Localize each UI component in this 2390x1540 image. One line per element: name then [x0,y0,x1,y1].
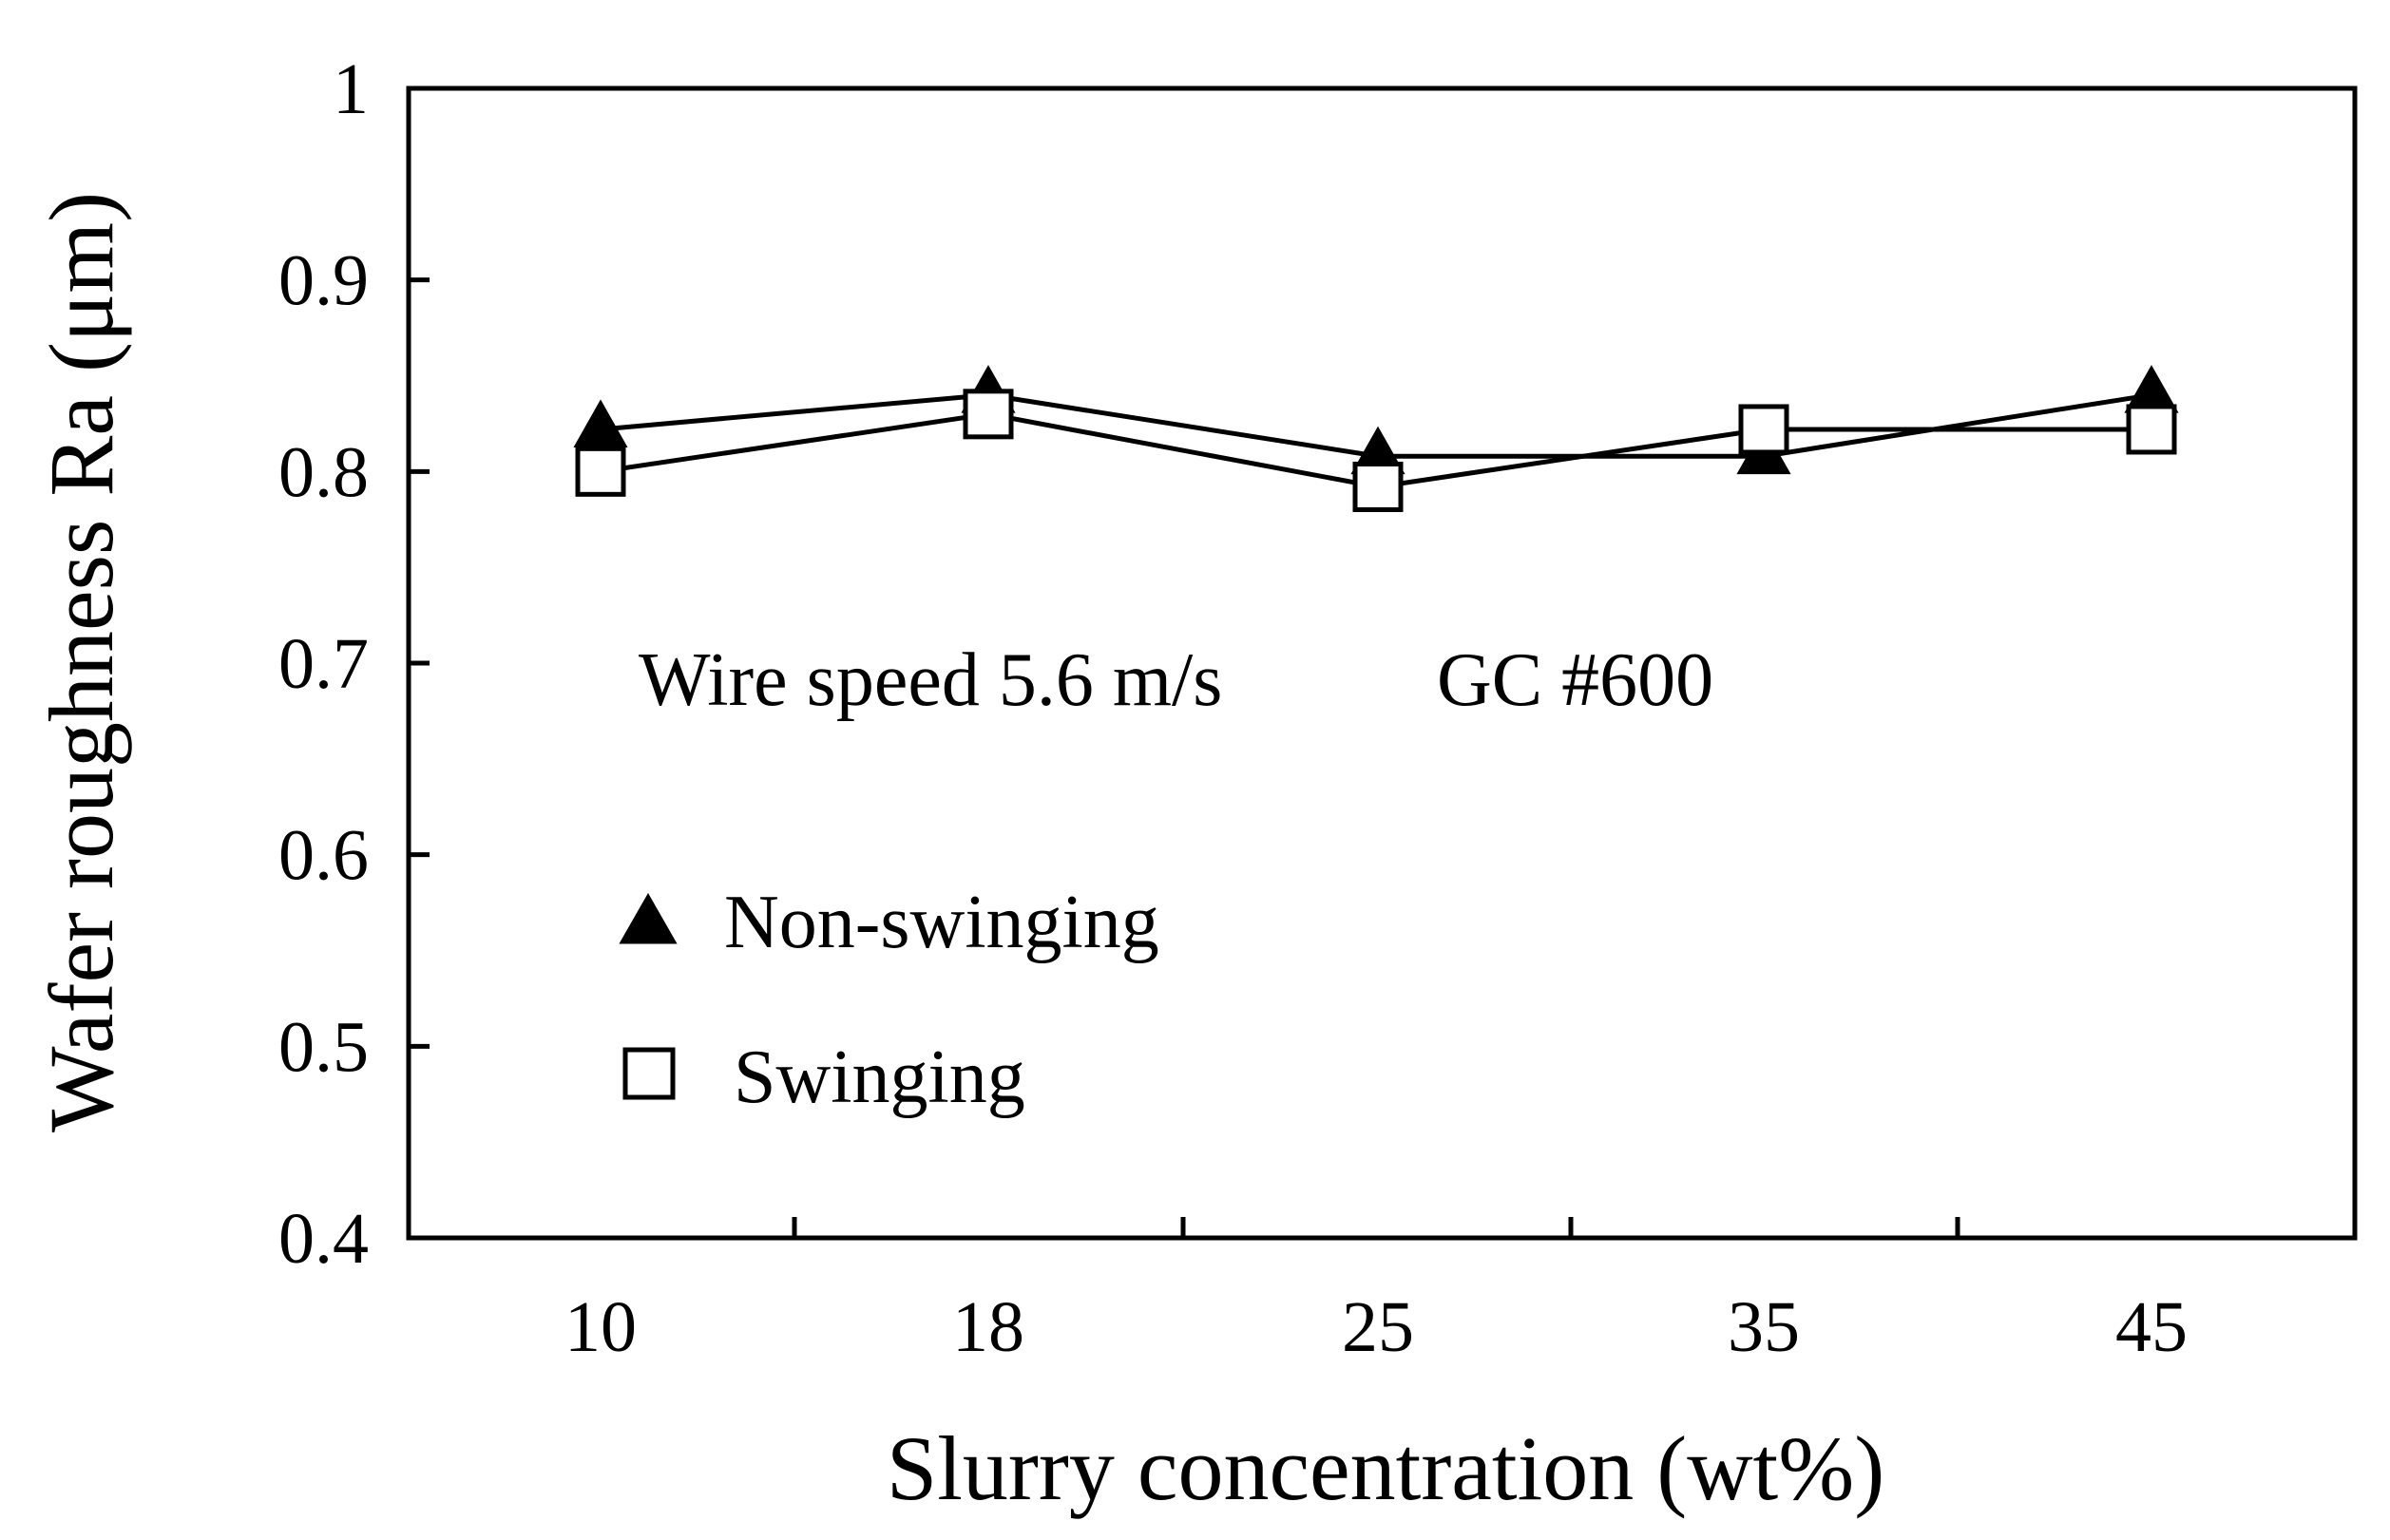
y-tick-label: 0.6 [278,816,369,896]
point-swinging [2126,404,2177,455]
annotation-grit: GC #600 [1437,638,1713,722]
x-tick-label: 45 [2115,1287,2188,1367]
point-swinging [1738,404,1789,455]
x-tick-label: 18 [952,1287,1024,1367]
point-swinging [575,446,626,497]
legend-label-non-swinging: Non-swinging [724,881,1159,964]
y-tick-label: 0.9 [278,241,369,321]
point-non-swinging [573,399,628,447]
annotation-wire-speed: Wire speed 5.6 m/s [639,638,1222,722]
series-layer [573,365,2179,512]
x-axis-title: Slurry concentration (wt%) [887,1417,1884,1519]
x-tick-label: 25 [1342,1287,1414,1367]
x-axis-ticks [792,1217,1960,1238]
y-tick-label: 0.5 [278,1007,369,1087]
y-axis-tick-labels: 0.4 0.5 0.6 0.7 0.8 0.9 1 [278,49,369,1279]
y-tick-label: 1 [333,49,369,129]
x-tick-label: 10 [564,1287,637,1367]
legend-label-swinging: Swinging [734,1036,1025,1119]
point-swinging [963,389,1014,440]
legend: Non-swinging Swinging [619,881,1159,1119]
y-tick-label: 0.4 [278,1199,369,1279]
x-tick-label: 35 [1728,1287,1800,1367]
y-tick-label: 0.8 [278,432,369,512]
y-axis-ticks [409,277,430,1049]
legend-marker-swinging [622,1047,676,1100]
x-axis-tick-labels: 10 18 25 35 45 [564,1287,2188,1367]
y-tick-label: 0.7 [278,624,369,704]
legend-marker-non-swinging [619,892,678,944]
y-axis-title: Wafer roughness Ra (μm) [30,192,132,1132]
point-swinging [1352,461,1404,512]
